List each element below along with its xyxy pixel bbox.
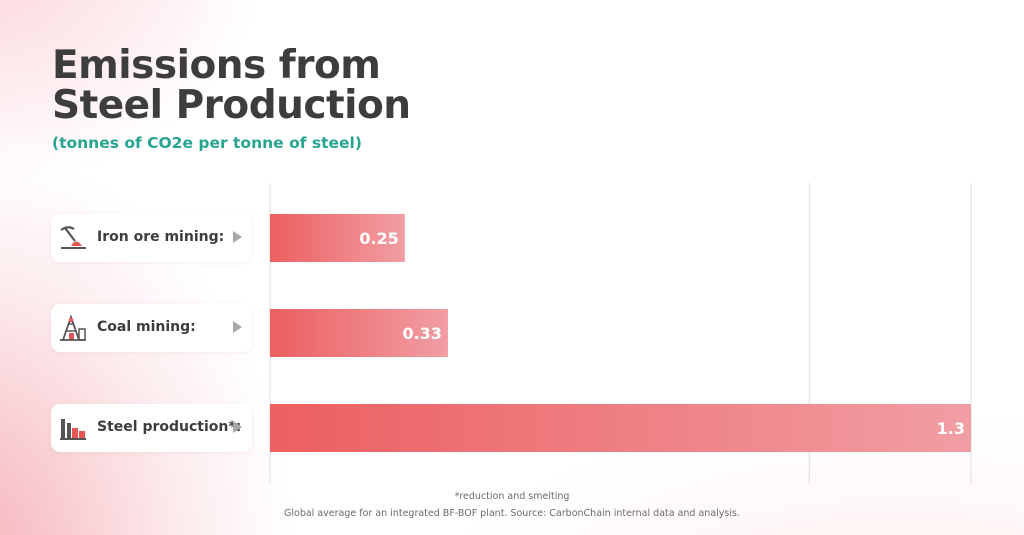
chart-subtitle: (tonnes of CO2e per tonne of steel) <box>52 134 362 152</box>
arrow-icon <box>233 421 242 433</box>
data-label-2: 1.3 <box>937 419 965 438</box>
category-card-steel: Steel production*: <box>51 404 252 452</box>
bar-0 <box>270 214 405 262</box>
pickaxe-icon <box>60 226 86 249</box>
category-label: Coal mining: <box>97 319 196 335</box>
mine-tower-icon <box>60 314 86 341</box>
factory-icon <box>60 419 86 440</box>
data-label-1: 0.33 <box>402 324 441 343</box>
footnote-reduction: *reduction and smelting <box>454 491 570 502</box>
arrow-icon <box>233 321 242 333</box>
chart-title: Emissions from Steel Production <box>52 46 411 126</box>
category-label: Iron ore mining: <box>97 229 225 245</box>
title-line-2: Steel Production <box>52 83 411 128</box>
bar-2 <box>270 404 971 452</box>
title-line-1: Emissions from <box>52 43 381 88</box>
data-label-0: 0.25 <box>359 229 398 248</box>
footnote-source: Global average for an integrated BF-BOF … <box>284 508 740 519</box>
bar-1 <box>270 309 448 357</box>
category-label: Steel production*: <box>97 419 242 435</box>
category-card-iron-ore: Iron ore mining: <box>51 214 252 262</box>
category-card-coal: Coal mining: <box>51 304 252 352</box>
bars: 0.25 0.33 1.3 <box>270 214 971 452</box>
arrow-icon <box>233 231 242 243</box>
